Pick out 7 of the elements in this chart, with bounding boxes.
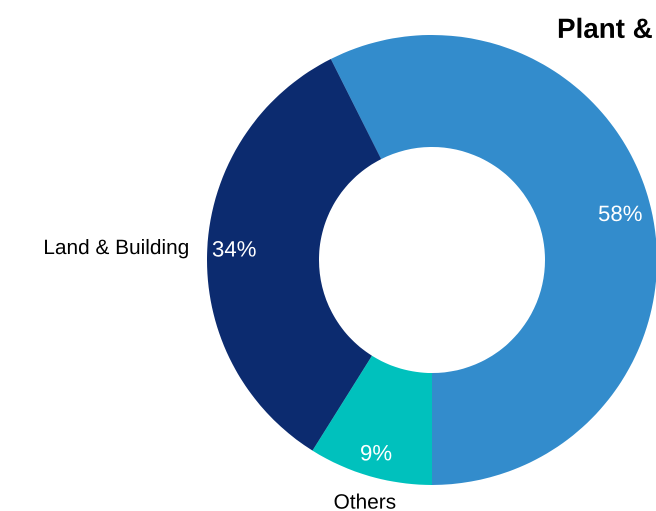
data-label: 9% (361, 444, 392, 461)
slice-label: Land & Building (45, 238, 188, 258)
data-label: 58% (598, 205, 642, 222)
donut-slice (312, 356, 432, 485)
data-label: 34% (212, 240, 256, 257)
chart-title: Plant & (558, 18, 652, 38)
slice-label: Others (334, 494, 396, 509)
